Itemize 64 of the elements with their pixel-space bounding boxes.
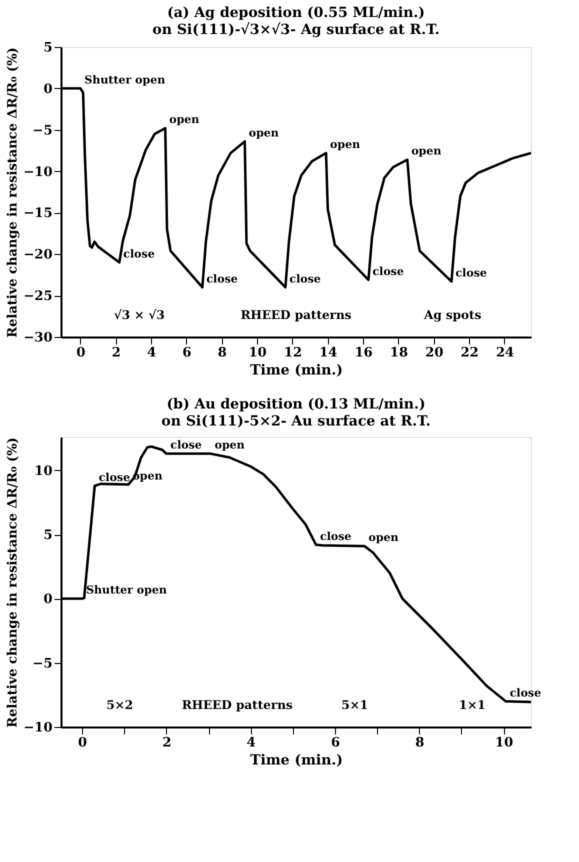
- x-tick-label: 8: [415, 736, 424, 750]
- x-tick-label: 0: [76, 346, 86, 360]
- y-tick-label: −5: [32, 656, 52, 672]
- x-tick-label: 18: [390, 346, 408, 360]
- annotation: Shutter open: [84, 73, 166, 86]
- chart-title: (b) Au deposition (0.13 ML/min.): [166, 396, 426, 412]
- annotation: close: [510, 686, 542, 700]
- annotation: open: [214, 438, 245, 452]
- x-tick-label: 24: [496, 346, 514, 360]
- y-tick-label: 10: [34, 464, 52, 479]
- y-tick-label: −30: [24, 330, 52, 346]
- y-tick-label: 5: [43, 528, 52, 544]
- y-tick-label: −5: [32, 123, 52, 138]
- chart-title: (a) Ag deposition (0.55 ML/min.): [167, 5, 425, 21]
- y-tick-label: −15: [24, 206, 52, 222]
- x-tick-label: 8: [218, 346, 227, 360]
- y-axis-title: Relative change in resistance ΔR/R₀ (%): [6, 47, 21, 338]
- y-tick-label: −10: [24, 720, 52, 736]
- x-tick-label: 10: [495, 736, 514, 750]
- annotation: RHEED patterns: [182, 698, 293, 712]
- x-axis-title: Time (min.): [250, 752, 343, 768]
- x-tick-label: 4: [246, 736, 256, 750]
- x-tick-label: 14: [319, 346, 338, 360]
- annotation: Shutter open: [86, 584, 167, 597]
- y-tick-label: 0: [43, 82, 52, 97]
- y-axis-title: Relative change in resistance ΔR/R₀ (%): [6, 437, 21, 728]
- annotation: open: [368, 531, 399, 544]
- y-tick-label: −25: [24, 289, 52, 304]
- annotation: close: [455, 266, 487, 280]
- x-tick-label: 10: [248, 346, 267, 360]
- annotation: close: [98, 470, 130, 484]
- x-axis-title: Time (min.): [250, 362, 343, 378]
- chart-subtitle: on Si(111)-√3×√3- Ag surface at R.T.: [152, 22, 440, 38]
- x-tick-label: 16: [354, 346, 373, 360]
- annotation: open: [411, 144, 442, 158]
- y-tick-label: −20: [24, 248, 52, 263]
- annotation: √3 × √3: [114, 308, 165, 322]
- annotation: 1×1: [458, 698, 486, 712]
- x-tick-label: 6: [330, 736, 340, 750]
- x-tick-label: 2: [162, 736, 172, 750]
- annotation: open: [330, 138, 360, 152]
- annotation: close: [170, 438, 202, 452]
- annotation: close: [320, 530, 352, 543]
- x-tick-label: 20: [425, 346, 444, 360]
- y-tick-label: 0: [43, 592, 52, 608]
- annotation: RHEED patterns: [240, 308, 352, 322]
- annotation: close: [206, 272, 238, 286]
- annotation: close: [372, 264, 404, 278]
- y-tick-label: −10: [24, 164, 52, 180]
- annotation: close: [123, 247, 155, 260]
- x-tick-label: 6: [182, 346, 192, 360]
- x-tick-label: 22: [460, 346, 479, 360]
- y-tick-label: 5: [43, 40, 52, 56]
- annotation: close: [289, 272, 321, 286]
- x-tick-label: 4: [147, 346, 156, 360]
- x-tick-label: 0: [78, 736, 88, 750]
- annotation: Ag spots: [423, 308, 482, 322]
- annotation: open: [169, 113, 200, 126]
- chart-subtitle: on Si(111)-5×2- Au surface at R.T.: [161, 413, 431, 430]
- annotation: 5×2: [106, 698, 134, 712]
- x-tick-label: 12: [284, 346, 302, 360]
- annotation: open: [248, 126, 279, 140]
- annotation: 5×1: [341, 698, 368, 712]
- x-tick-label: 2: [112, 346, 121, 360]
